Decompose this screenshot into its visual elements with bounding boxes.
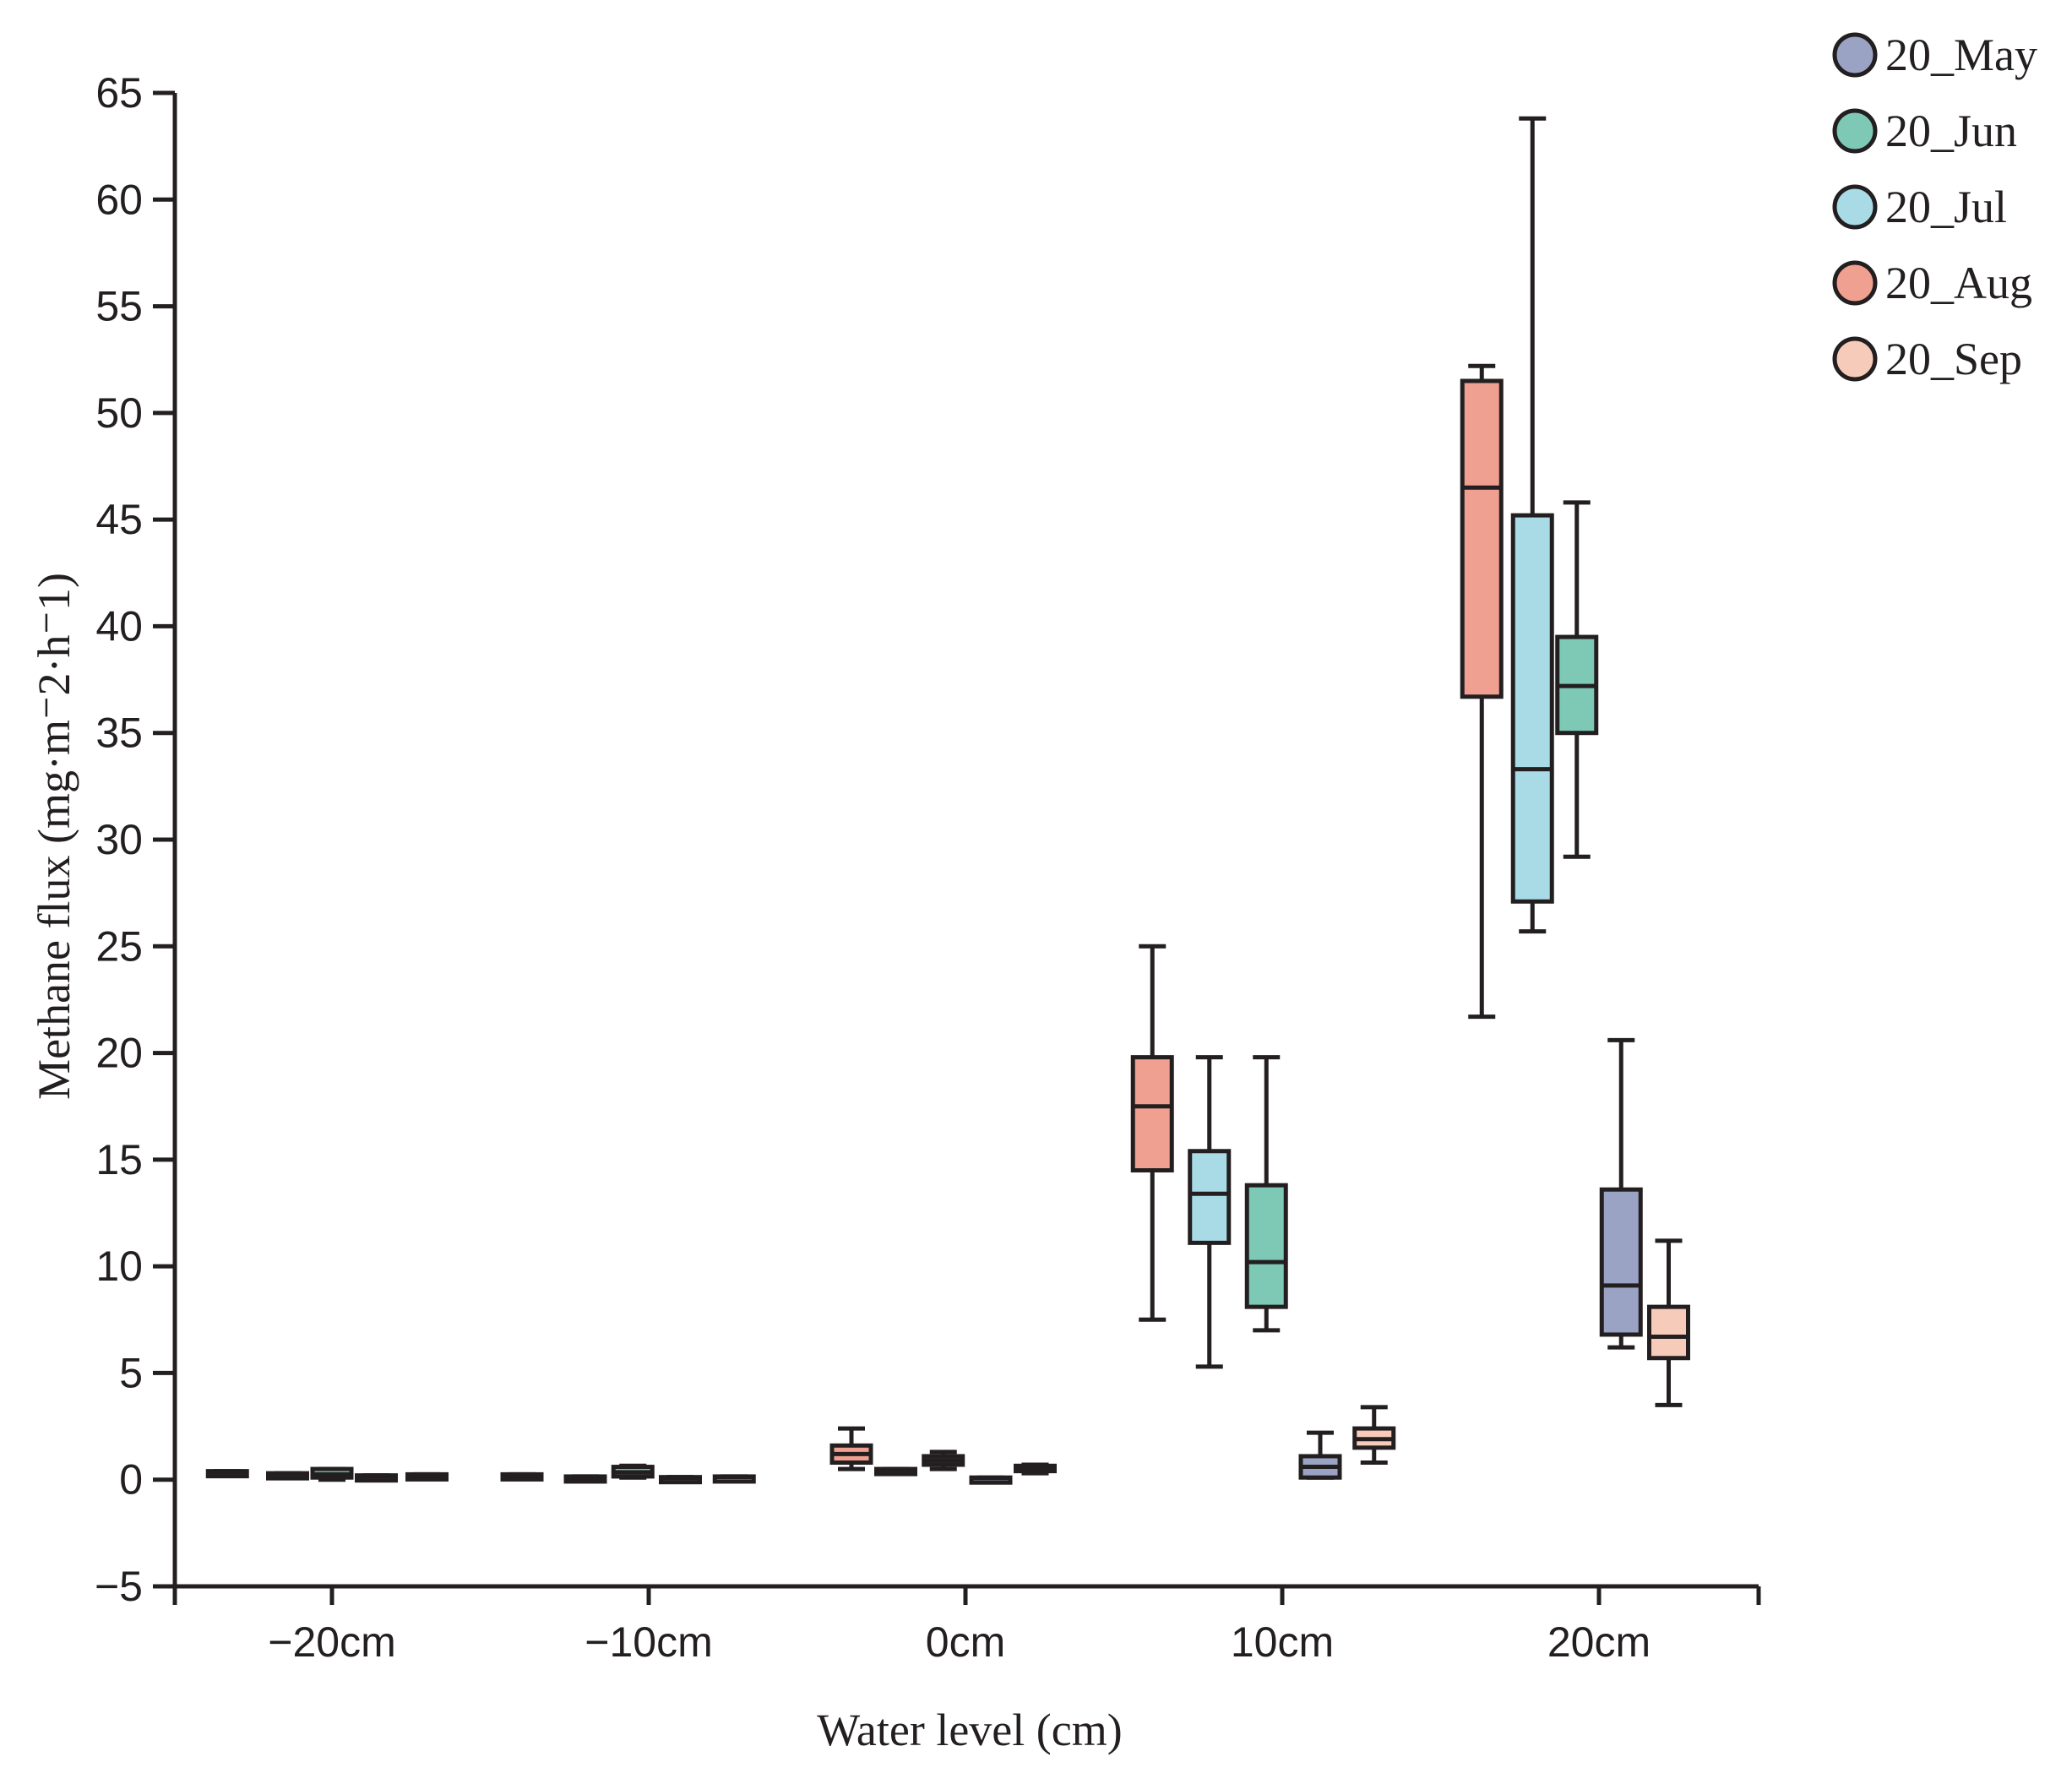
legend-label: 20_Jul xyxy=(1885,182,2007,232)
y-tick-label: 65 xyxy=(95,69,143,117)
box-20-may xyxy=(1298,1430,1342,1480)
legend-swatch xyxy=(1832,184,1878,230)
box-body xyxy=(1188,1149,1232,1245)
x-tick-label: −10cm xyxy=(585,1618,712,1666)
legend-item: 20_Aug xyxy=(1832,258,2032,308)
y-tick-label: 10 xyxy=(95,1243,143,1290)
box-body xyxy=(1510,513,1554,904)
y-tick-label: 45 xyxy=(95,496,143,543)
box-20-sep xyxy=(712,1474,756,1484)
box-20-aug xyxy=(1460,363,1504,1020)
legend-swatch xyxy=(1832,336,1878,382)
legend: 20_May 20_Jun 20_Jul 20_Aug 20_Sep xyxy=(1832,30,2037,384)
legend-swatch xyxy=(1832,260,1878,306)
box-20-jul xyxy=(563,1474,607,1484)
legend-swatch xyxy=(1832,32,1878,78)
y-tick-label: 15 xyxy=(95,1136,143,1183)
box-20-jun xyxy=(1555,500,1599,859)
box-20-sep xyxy=(1352,1405,1396,1466)
legend-label: 20_Sep xyxy=(1885,334,2022,384)
box-20-jun xyxy=(611,1463,655,1480)
y-tick-label: 5 xyxy=(119,1349,143,1396)
x-axis-title: Water level (cm) xyxy=(817,1705,1122,1755)
box-20-aug xyxy=(205,1469,249,1479)
y-tick-label: −5 xyxy=(95,1563,143,1610)
box-20-jun xyxy=(922,1450,965,1471)
box-20-may xyxy=(659,1475,702,1485)
box-20-sep xyxy=(1014,1462,1057,1476)
box-20-aug xyxy=(1130,944,1174,1322)
box-body xyxy=(1130,1055,1174,1172)
y-tick-label: 20 xyxy=(95,1030,143,1077)
y-axis-ticks: −5 0 5 10 15 20 25 30 35 40 45 50 55 60 65 xyxy=(95,69,175,1610)
box-20-sep xyxy=(405,1471,449,1482)
box-20-jun xyxy=(310,1466,354,1482)
box-20-may xyxy=(1599,1037,1643,1350)
box-series xyxy=(205,116,1690,1485)
legend-item: 20_Jun xyxy=(1832,106,2017,156)
y-tick-label: 50 xyxy=(95,389,143,437)
legend-label: 20_Aug xyxy=(1885,258,2032,308)
x-tick-label: −20cm xyxy=(268,1618,395,1666)
y-tick-label: 55 xyxy=(95,283,143,330)
box-20-aug xyxy=(829,1426,873,1471)
box-20-jul xyxy=(1510,116,1554,934)
y-tick-label: 25 xyxy=(95,922,143,970)
legend-label: 20_Jun xyxy=(1885,106,2017,156)
box-body xyxy=(1244,1183,1288,1309)
box-20-may xyxy=(969,1475,1013,1485)
y-tick-label: 35 xyxy=(95,710,143,757)
y-tick-label: 30 xyxy=(95,816,143,863)
box-20-sep xyxy=(1647,1238,1690,1407)
box-body xyxy=(1647,1304,1690,1361)
y-tick-label: 0 xyxy=(119,1456,143,1504)
legend-label: 20_May xyxy=(1885,30,2037,80)
x-tick-label: 10cm xyxy=(1231,1618,1334,1666)
x-axis-ticks: −20cm −10cm 0cm 10cm 20cm xyxy=(268,1586,1651,1666)
box-20-may xyxy=(355,1473,398,1483)
y-tick-label: 60 xyxy=(95,176,143,223)
legend-item: 20_Jul xyxy=(1832,182,2007,232)
legend-swatch xyxy=(1832,108,1878,154)
x-tick-label: 20cm xyxy=(1547,1618,1651,1666)
box-body xyxy=(1460,378,1504,699)
box-20-jun xyxy=(1244,1055,1288,1333)
x-tick-label: 0cm xyxy=(926,1618,1005,1666)
legend-item: 20_May xyxy=(1832,30,2037,80)
box-20-jul xyxy=(266,1471,309,1481)
box-20-aug xyxy=(500,1471,544,1482)
y-axis-title: Methane flux (mg·m⁻2·h⁻1) xyxy=(29,573,79,1100)
y-tick-label: 40 xyxy=(95,602,143,650)
box-20-jul xyxy=(1188,1055,1232,1369)
legend-item: 20_Sep xyxy=(1832,334,2022,384)
box-body xyxy=(1599,1187,1643,1337)
box-20-jul xyxy=(874,1466,917,1477)
